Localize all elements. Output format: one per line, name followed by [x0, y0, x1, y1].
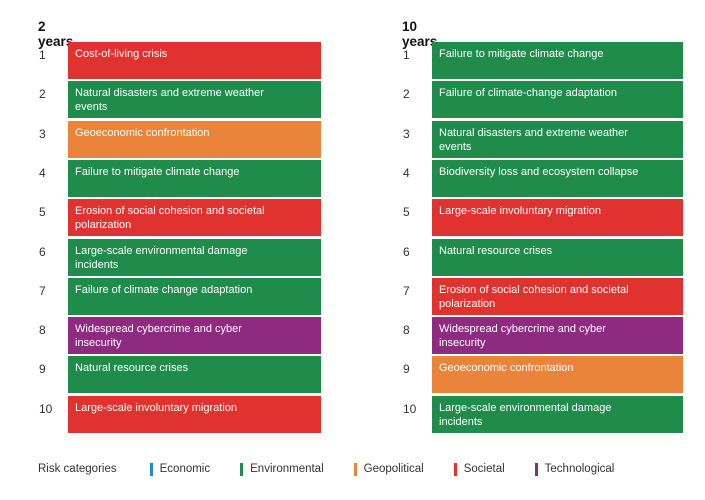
legend-item: Environmental	[240, 462, 324, 476]
two-year-risk-label: Large-scale involuntary migration	[75, 402, 238, 414]
legend-label: Economic	[159, 463, 211, 475]
ten-year-rank-number: 1	[403, 48, 410, 62]
two-year-rank-number: 8	[39, 323, 46, 337]
ten-year-risk-bar: Large-scale involuntary migration	[432, 199, 683, 236]
ten-year-rank-number: 6	[403, 245, 410, 259]
ten-year-risk-bar: Geoeconomic confrontation	[432, 356, 683, 393]
two-year-rank-number: 5	[39, 205, 46, 219]
two-year-rank-number: 10	[39, 402, 53, 416]
ten-year-risk-label: Failure to mitigate climate change	[439, 48, 604, 60]
ten-year-rank-number: 5	[403, 205, 410, 219]
legend-label: Geopolitical	[363, 463, 424, 475]
legend-title: Risk categories	[38, 463, 117, 475]
ten-year-risk-label: Natural disasters and extreme weather ev…	[439, 127, 628, 153]
two-year-risk-bar: Natural resource crises	[68, 356, 321, 393]
ten-year-risk-bar: Large-scale environmental damage inciden…	[432, 396, 683, 433]
ten-year-risk-bar: Widespread cybercrime and cyber insecuri…	[432, 317, 683, 354]
two-year-risk-label: Natural disasters and extreme weather ev…	[75, 87, 264, 113]
ten-year-rank-number: 10	[403, 402, 417, 416]
ten-year-rank-number: 8	[403, 323, 410, 337]
two-year-rank-number: 6	[39, 245, 46, 259]
ten-year-risk-bar: Erosion of social cohesion and societal …	[432, 278, 683, 315]
two-year-risk-label: Failure of climate change adaptation	[75, 284, 253, 296]
ten-year-risk-label: Erosion of social cohesion and societal …	[439, 284, 629, 310]
two-year-rank-number: 1	[39, 48, 46, 62]
two-year-risk-bar: Cost-of-living crisis	[68, 42, 321, 79]
two-year-risk-label: Natural resource crises	[75, 362, 189, 374]
two-year-rank-number: 7	[39, 284, 46, 298]
two-year-risk-label: Large-scale environmental damage inciden…	[75, 245, 248, 271]
ten-year-risk-bar: Biodiversity loss and ecosystem collapse	[432, 160, 683, 197]
legend-swatch	[534, 462, 538, 476]
legend-swatch	[149, 462, 153, 476]
ten-year-risk-label: Natural resource crises	[439, 245, 553, 257]
two-year-risk-bar: Widespread cybercrime and cyber insecuri…	[68, 317, 321, 354]
ten-year-risk-label: Biodiversity loss and ecosystem collapse	[439, 166, 639, 178]
ten-year-risk-label: Widespread cybercrime and cyber insecuri…	[439, 323, 606, 349]
ten-year-rank-number: 3	[403, 127, 410, 141]
two-year-risk-label: Failure to mitigate climate change	[75, 166, 240, 178]
ten-year-heading: 10 years	[402, 19, 438, 49]
two-year-rank-number: 3	[39, 127, 46, 141]
legend-item: Geopolitical	[353, 462, 424, 476]
ten-year-risk-label: Geoeconomic confrontation	[439, 362, 574, 374]
ten-year-risk-bar: Failure of climate-change adaptation	[432, 81, 683, 118]
legend-item: Economic	[149, 462, 211, 476]
ten-year-rank-number: 2	[403, 87, 410, 101]
ten-year-rank-number: 4	[403, 166, 410, 180]
legend-swatch	[353, 462, 357, 476]
two-year-rank-number: 4	[39, 166, 46, 180]
two-year-risk-label: Widespread cybercrime and cyber insecuri…	[75, 323, 242, 349]
legend-swatch	[453, 462, 457, 476]
two-year-risk-label: Erosion of social cohesion and societal …	[75, 205, 265, 231]
two-year-rank-number: 2	[39, 87, 46, 101]
ten-year-risk-bar: Failure to mitigate climate change	[432, 42, 683, 79]
two-year-risk-label: Geoeconomic confrontation	[75, 127, 210, 139]
ten-year-risk-label: Large-scale involuntary migration	[439, 205, 602, 217]
legend-label: Technological	[544, 463, 615, 475]
ten-year-risk-label: Failure of climate-change adaptation	[439, 87, 617, 99]
legend-label: Societal	[463, 463, 505, 475]
legend-item: Technological	[534, 462, 615, 476]
ten-year-risk-label: Large-scale environmental damage inciden…	[439, 402, 612, 428]
ten-year-risk-bar: Natural disasters and extreme weather ev…	[432, 121, 683, 158]
two-year-risk-bar: Erosion of social cohesion and societal …	[68, 199, 321, 236]
two-year-risk-bar: Natural disasters and extreme weather ev…	[68, 81, 321, 118]
two-year-risk-bar: Failure to mitigate climate change	[68, 160, 321, 197]
two-year-rank-number: 9	[39, 362, 46, 376]
two-year-risk-label: Cost-of-living crisis	[75, 48, 168, 60]
risk-category-legend: Risk categories Economic Environmental Geo…	[38, 461, 644, 477]
ten-year-rank-number: 9	[403, 362, 410, 376]
two-year-risk-bar: Large-scale involuntary migration	[68, 396, 321, 433]
ten-year-risk-bar: Natural resource crises	[432, 239, 683, 276]
two-year-risk-bar: Geoeconomic confrontation	[68, 121, 321, 158]
two-year-heading: 2 years	[38, 19, 74, 49]
two-year-risk-bar: Large-scale environmental damage inciden…	[68, 239, 321, 276]
ten-year-rank-number: 7	[403, 284, 410, 298]
legend-label: Environmental	[250, 463, 324, 475]
two-year-risk-bar: Failure of climate change adaptation	[68, 278, 321, 315]
legend-swatch	[240, 462, 244, 476]
legend-item: Societal	[453, 462, 505, 476]
